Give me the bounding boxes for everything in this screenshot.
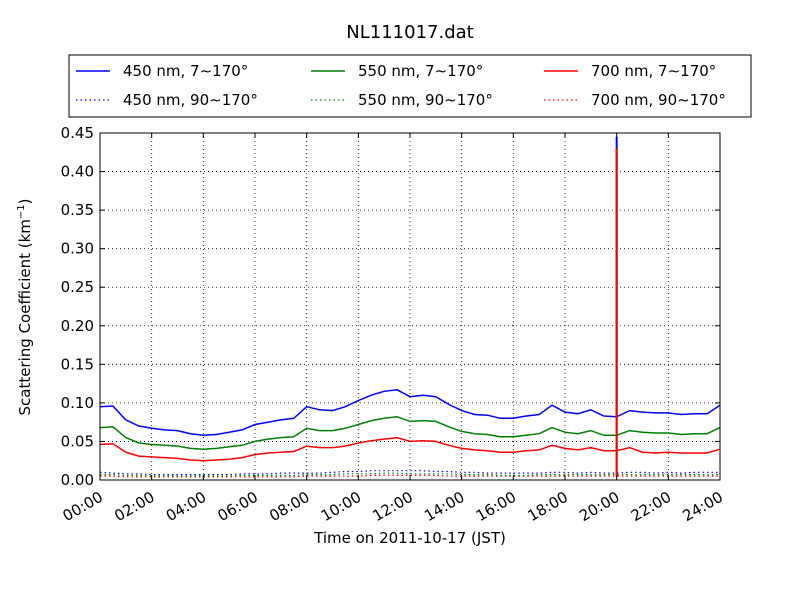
y-tick-label: 0.05 bbox=[61, 432, 94, 450]
legend-label-550-nm-7-170: 550 nm, 7∼170° bbox=[358, 62, 483, 80]
y-tick-label: 0.35 bbox=[61, 201, 94, 219]
y-tick-label: 0.20 bbox=[61, 317, 94, 335]
x-tick-label: 22:00 bbox=[628, 488, 674, 525]
y-tick-label: 0.00 bbox=[61, 471, 94, 489]
y-axis-label: Scattering Coefficient (km−1) bbox=[16, 198, 34, 415]
y-axis-label-suffix: ) bbox=[16, 198, 34, 204]
y-axis-label-main: Scattering Coefficient (km bbox=[16, 219, 34, 415]
chart-title: NL111017.dat bbox=[346, 22, 473, 43]
grid bbox=[100, 133, 720, 480]
y-tick-label: 0.10 bbox=[61, 394, 94, 412]
x-tick-label: 10:00 bbox=[318, 488, 364, 525]
series-line-450-nm-7-170 bbox=[99, 389, 721, 437]
legend: 450 nm, 7∼170° 550 nm, 7∼170° 700 nm, 7∼17… bbox=[68, 54, 752, 118]
x-axis-label: Time on 2011-10-17 (JST) bbox=[313, 529, 506, 547]
y-axis-label-exponent: −1 bbox=[16, 204, 27, 219]
y-tick-label: 0.15 bbox=[61, 355, 94, 373]
legend-label-450-nm-90-170: 450 nm, 90∼170° bbox=[123, 91, 258, 109]
x-tick-label: 04:00 bbox=[163, 488, 209, 525]
ticks bbox=[99, 132, 721, 481]
legend-box bbox=[68, 54, 752, 118]
y-tick-labels: 0.00 0.05 0.10 0.15 0.20 0.25 0.30 0.35 0.40 0.45 bbox=[61, 124, 94, 489]
x-tick-label: 02:00 bbox=[111, 488, 157, 525]
series-group bbox=[99, 136, 721, 478]
x-tick-labels: 00:00 02:00 04:00 06:00 08:00 10:00 12:00 14:00… bbox=[60, 488, 726, 525]
y-tick-label: 0.40 bbox=[61, 163, 94, 181]
legend-label-550-nm-90-170: 550 nm, 90∼170° bbox=[358, 91, 493, 109]
x-tick-label: 14:00 bbox=[421, 488, 467, 525]
legend-label-700-nm-90-170: 700 nm, 90∼170° bbox=[591, 91, 726, 109]
x-tick-label: 24:00 bbox=[680, 488, 726, 525]
x-tick-label: 16:00 bbox=[473, 488, 519, 525]
legend-label-700-nm-7-170: 700 nm, 7∼170° bbox=[591, 62, 716, 80]
x-tick-label: 00:00 bbox=[60, 488, 106, 525]
legend-label-450-nm-7-170: 450 nm, 7∼170° bbox=[123, 62, 248, 80]
x-tick-label: 18:00 bbox=[525, 488, 571, 525]
y-tick-label: 0.30 bbox=[61, 240, 94, 258]
x-tick-label: 06:00 bbox=[215, 488, 261, 525]
y-tick-label: 0.25 bbox=[61, 278, 94, 296]
y-tick-label: 0.45 bbox=[61, 124, 94, 142]
x-tick-label: 12:00 bbox=[370, 488, 416, 525]
x-tick-label: 08:00 bbox=[266, 488, 312, 525]
x-tick-label: 20:00 bbox=[576, 488, 622, 525]
